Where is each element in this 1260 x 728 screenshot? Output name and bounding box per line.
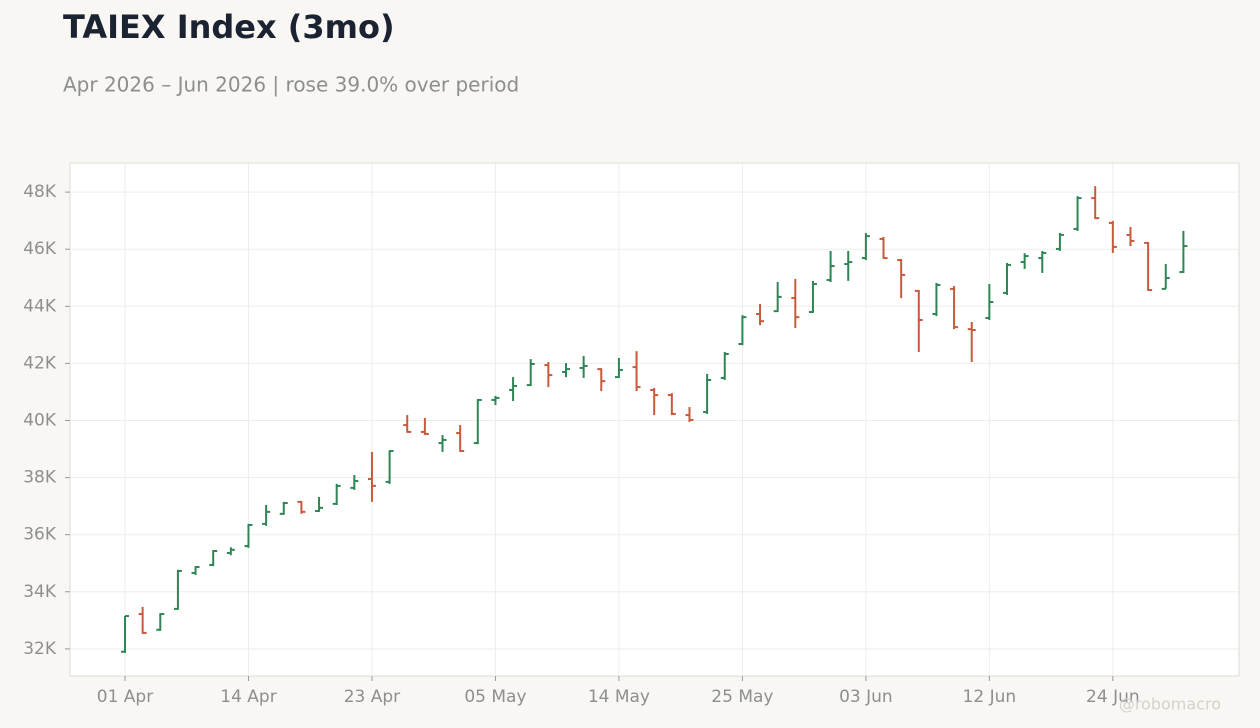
chart-title: TAIEX Index (3mo) [63, 8, 395, 46]
y-tick-label: 36K [23, 525, 57, 545]
x-tick-label: 14 Apr [220, 687, 276, 707]
x-tick-label: 25 May [711, 687, 773, 707]
y-tick-label: 42K [23, 353, 57, 373]
y-tick-label: 48K [23, 182, 57, 202]
y-tick-label: 46K [23, 239, 57, 259]
x-tick-label: 12 Jun [963, 687, 1017, 707]
x-tick-label: 01 Apr [97, 687, 153, 707]
chart-subtitle: Apr 2026 – Jun 2026 | rose 39.0% over pe… [63, 73, 519, 97]
x-tick-label: 03 Jun [839, 687, 893, 707]
x-tick-label: 14 May [588, 687, 650, 707]
y-tick-label: 40K [23, 410, 57, 430]
y-tick-label: 34K [23, 582, 57, 602]
y-tick-label: 44K [23, 296, 57, 316]
x-tick-label: 05 May [464, 687, 526, 707]
y-tick-label: 32K [23, 639, 57, 659]
y-tick-label: 38K [23, 468, 57, 488]
watermark: @robomacro [1119, 695, 1221, 714]
plot-area [69, 162, 1240, 677]
x-tick-label: 24 Jun [1086, 687, 1140, 707]
x-tick-label: 23 Apr [344, 687, 400, 707]
